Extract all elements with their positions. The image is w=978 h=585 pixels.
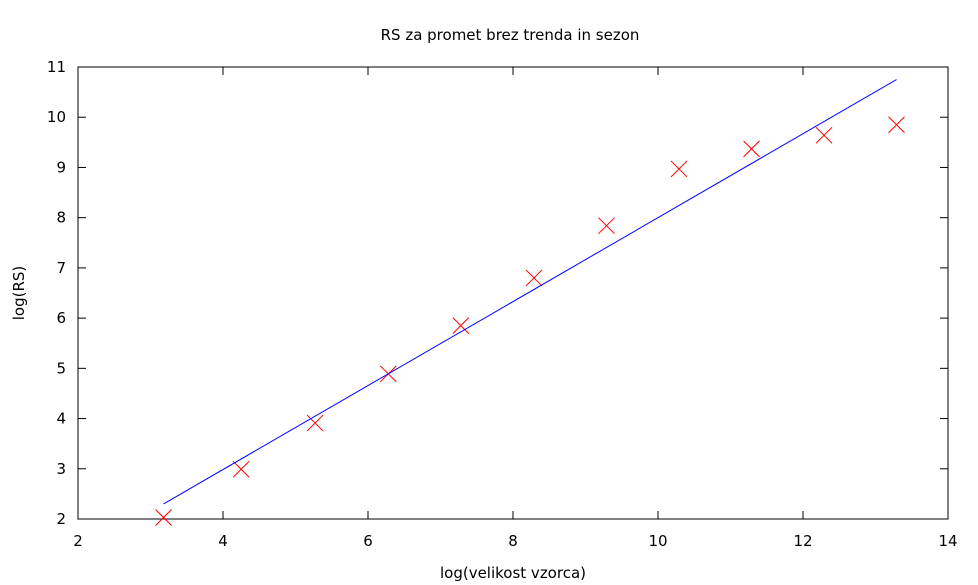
- y-tick-label: 3: [56, 460, 66, 478]
- y-tick-label: 5: [56, 359, 66, 377]
- marker-stroke: [598, 217, 615, 235]
- y-tick-label: 8: [56, 209, 66, 227]
- x-axis-label: log(velikost vzorca): [440, 564, 586, 582]
- data-point-marker: [452, 317, 470, 334]
- marker-stroke: [888, 116, 905, 134]
- plot-area-frame: [77, 66, 949, 520]
- x-tick-label: 10: [648, 532, 667, 550]
- fit-line: [163, 79, 897, 505]
- y-tick-label: 2: [56, 510, 66, 528]
- marker-stroke: [232, 460, 250, 478]
- data-point-marker: [155, 509, 172, 526]
- marker-stroke: [815, 126, 833, 144]
- marker-stroke: [155, 509, 172, 526]
- marker-stroke: [743, 140, 760, 158]
- data-point-marker: [232, 460, 250, 478]
- x-tick-label: 4: [218, 532, 228, 550]
- x-tick-label: 14: [938, 532, 957, 550]
- data-point-marker: [670, 160, 688, 178]
- y-tick-label: 4: [56, 410, 66, 428]
- data-point-marker: [815, 126, 833, 144]
- y-tick-label: 9: [56, 158, 66, 176]
- data-point-marker: [743, 140, 760, 158]
- y-tick-label: 10: [47, 108, 66, 126]
- marker-stroke: [306, 414, 324, 432]
- x-tick-label: 6: [363, 532, 373, 550]
- data-point-marker: [888, 116, 905, 134]
- series-layer: [155, 79, 905, 526]
- marker-stroke: [670, 160, 688, 178]
- data-point-marker: [598, 217, 615, 235]
- x-tick-label: 8: [508, 532, 518, 550]
- axis-ticks: [77, 66, 949, 520]
- data-point-marker: [525, 269, 543, 287]
- x-tick-label: 12: [793, 532, 812, 550]
- y-tick-labels: 2 3 4 5 6 7 8 9 10 11: [47, 58, 66, 528]
- marker-stroke: [525, 269, 543, 287]
- y-tick-label: 6: [56, 309, 66, 327]
- marker-stroke: [452, 317, 470, 334]
- y-tick-label: 11: [47, 58, 66, 76]
- chart-title: RS za promet brez trenda in sezon: [381, 26, 640, 44]
- x-tick-label: 2: [73, 532, 83, 550]
- y-tick-label: 7: [56, 259, 66, 277]
- y-axis-label: log(RS): [10, 266, 28, 321]
- data-point-marker: [306, 414, 324, 432]
- x-tick-labels: 2 4 6 8 10 12 14: [73, 532, 957, 550]
